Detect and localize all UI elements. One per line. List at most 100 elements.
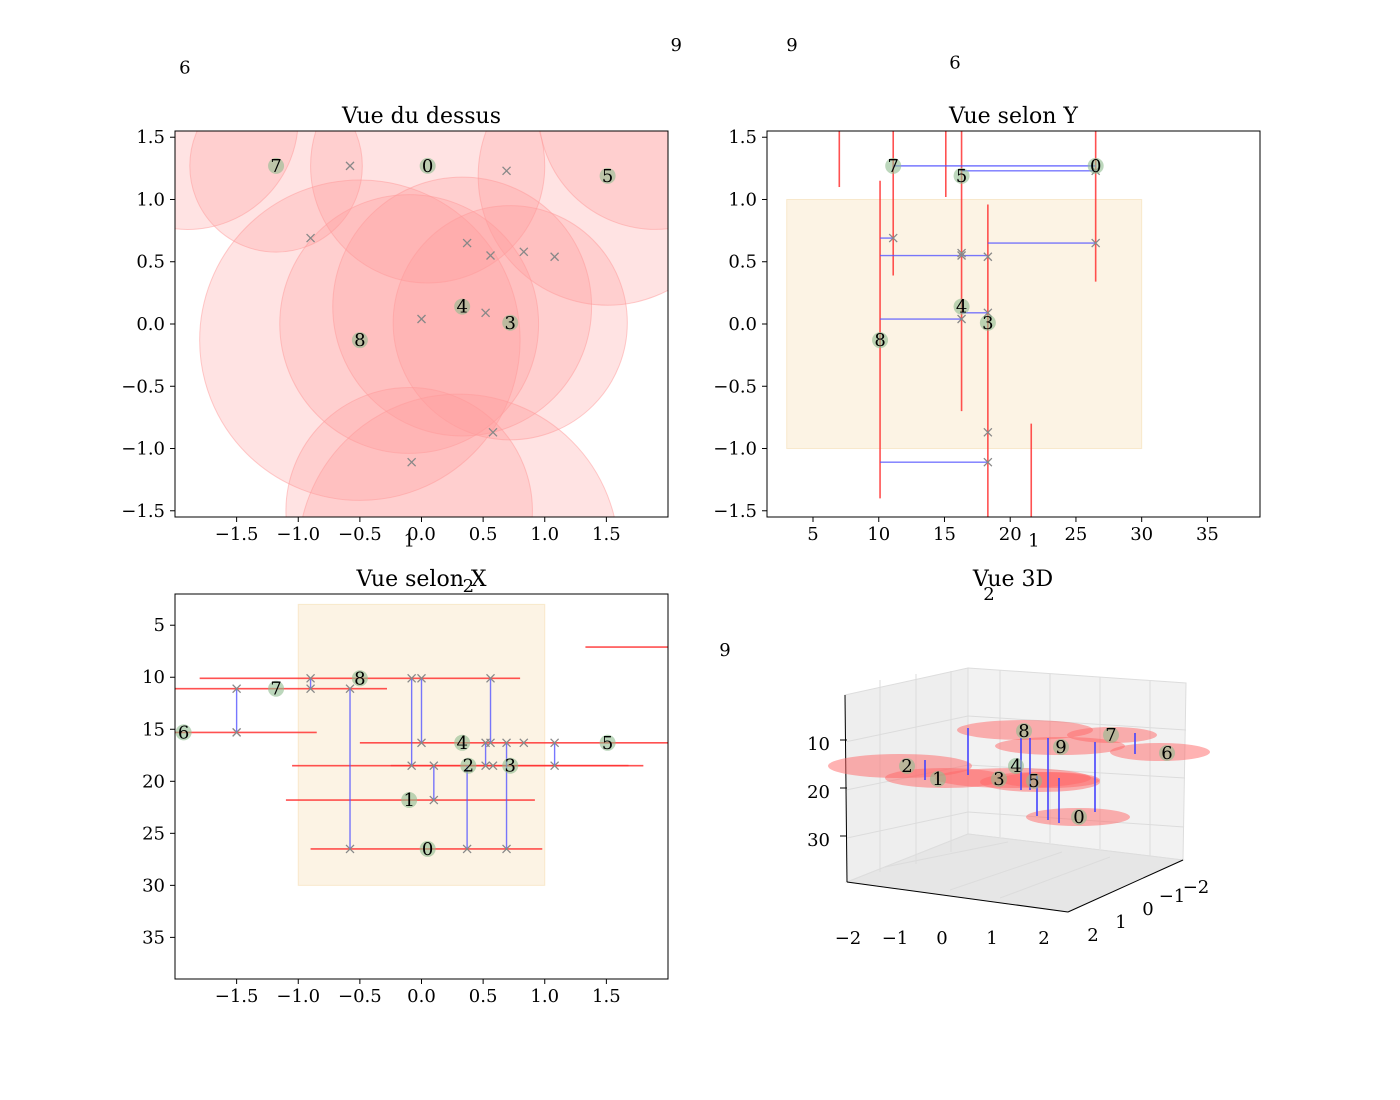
y-tick-label: −1.5: [713, 501, 757, 522]
point-marker: [991, 771, 1007, 787]
point-label: 4: [956, 297, 967, 318]
y-tick-label: 0.0: [136, 314, 165, 335]
point-marker: [1053, 739, 1069, 755]
y-tick-label: 2: [1087, 925, 1098, 946]
cross-marker: [232, 684, 242, 694]
x-tick-label: 5: [807, 524, 818, 545]
outside-label: 6: [179, 57, 190, 78]
cross-stroke: [957, 251, 967, 260]
x-tick-label: 0.0: [407, 524, 436, 545]
x-tick-label: 35: [1196, 524, 1219, 545]
point-marker: [460, 757, 477, 774]
point-label: 2: [463, 756, 474, 777]
x-tick-label: 20: [999, 524, 1022, 545]
point-marker: [454, 298, 471, 315]
cross-marker: [429, 795, 439, 805]
y-tick-label: 20: [142, 771, 165, 792]
cross-marker: [486, 738, 495, 748]
cross-marker: [407, 761, 417, 771]
cross-marker: [550, 738, 560, 748]
chart-title: Vue 3D: [972, 567, 1053, 592]
plot-area: 0 3 4 5 7 8: [175, 131, 668, 517]
z-tick-label: 20: [807, 782, 830, 803]
point-marker: [953, 298, 970, 315]
point-label: 7: [270, 679, 281, 700]
cross-stroke: [407, 457, 417, 467]
cross-marker: [486, 251, 495, 260]
point-label: 6: [178, 722, 189, 743]
y-tick-label: −0.5: [121, 376, 165, 397]
point-label: 5: [602, 733, 613, 754]
y-tick-label: 0.0: [728, 314, 757, 335]
y-tick-label: 30: [142, 875, 165, 896]
range-circle: [477, 131, 668, 306]
cross-stroke: [306, 673, 316, 683]
cross-marker: [462, 238, 472, 248]
y-tick-label: −1: [1159, 886, 1186, 907]
outside-label: 9: [719, 640, 730, 661]
x-tick-label: −1: [882, 928, 909, 949]
chart-title: Vue selon Y: [948, 104, 1078, 129]
cross-marker: [232, 727, 242, 737]
point-marker: [175, 724, 192, 741]
point-marker: [599, 734, 616, 751]
point-label: 4: [1010, 756, 1021, 777]
cross-marker: [550, 252, 560, 262]
x-tick-label: 0: [936, 928, 947, 949]
point-marker: [1087, 157, 1104, 174]
chart-title: Vue selon X: [355, 567, 486, 592]
z-tick-label: 10: [807, 734, 830, 755]
point-marker: [268, 680, 285, 697]
x-tick-label: −0.5: [338, 524, 382, 545]
cross-stroke: [486, 673, 495, 683]
cross-stroke: [407, 673, 417, 683]
x-tick-label: 1.5: [592, 524, 621, 545]
cross-marker: [462, 844, 472, 854]
cross-stroke: [983, 252, 993, 262]
plot-view-x: 876 4 52 310−1.5 −1.0 −0.5 0.0 0.5 1.0 1.55101520…: [142, 567, 669, 1007]
cross-stroke: [462, 844, 472, 854]
point-label: 3: [993, 769, 1004, 790]
x-tick-label: 1.5: [592, 986, 621, 1007]
cross-stroke: [232, 684, 242, 694]
x-tick-label: 0.5: [469, 524, 498, 545]
range-circle: [302, 393, 615, 517]
cross-marker: [429, 761, 439, 771]
cross-stroke: [488, 427, 498, 437]
grid-line: [967, 764, 1186, 779]
point-label: 7: [270, 156, 281, 177]
cross-stroke: [550, 738, 560, 748]
y-tick-label: −1.0: [713, 439, 757, 460]
cross-stroke: [957, 314, 967, 324]
cross-marker: [550, 761, 560, 771]
point-marker: [953, 167, 970, 184]
point-label: 2: [901, 756, 912, 777]
cross-stroke: [502, 738, 512, 748]
point-marker: [454, 734, 471, 751]
x-tick-label: 0.5: [469, 986, 498, 1007]
x-tick-label: 1.0: [530, 986, 559, 1007]
point-marker: [1159, 745, 1175, 761]
cross-marker: [488, 761, 498, 771]
y-tick-label: 10: [142, 667, 165, 688]
y-tick-label: 1: [1115, 912, 1126, 933]
point-label: 0: [422, 156, 433, 177]
y-tick-label: −1.0: [121, 439, 165, 460]
point-label: 5: [602, 166, 613, 187]
cross-marker: [502, 738, 512, 748]
x-tick-label: 10: [867, 524, 890, 545]
cross-marker: [345, 161, 355, 171]
cross-marker: [417, 738, 426, 748]
point-marker: [1071, 809, 1087, 825]
cross-marker: [983, 427, 993, 437]
point-marker: [979, 314, 996, 331]
cross-stroke: [306, 684, 316, 694]
point-marker: [419, 157, 436, 174]
y-tick-label: −0.5: [713, 376, 757, 397]
cross-marker: [983, 252, 993, 262]
cross-stroke: [502, 844, 512, 854]
cross-stroke: [429, 795, 439, 805]
region-rect: [786, 198, 1143, 450]
cross-stroke: [429, 761, 439, 771]
cross-marker: [417, 314, 426, 324]
